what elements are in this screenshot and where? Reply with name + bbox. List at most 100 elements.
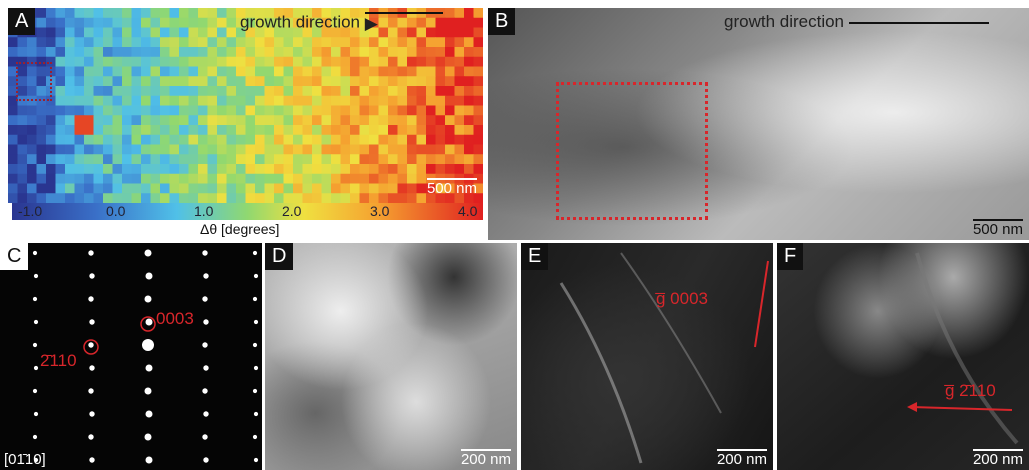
map-cell — [18, 37, 28, 47]
arrow — [849, 22, 989, 24]
map-cell — [208, 125, 218, 135]
map-cell — [84, 135, 94, 145]
map-cell — [56, 184, 66, 194]
map-cell — [398, 125, 408, 135]
map-cell — [84, 67, 94, 77]
diffraction-spot — [203, 365, 208, 370]
map-cell — [464, 86, 474, 96]
map-cell — [407, 106, 417, 116]
map-cell — [46, 28, 56, 38]
map-cell — [103, 57, 113, 67]
map-cell — [179, 154, 189, 164]
map-cell — [246, 57, 256, 67]
map-cell — [322, 57, 332, 67]
map-cell — [474, 8, 484, 18]
map-cell — [360, 76, 370, 86]
map-cell — [189, 193, 199, 203]
colorbar-tick: -1.0 — [18, 203, 42, 219]
map-cell — [75, 106, 85, 116]
map-cell — [417, 125, 427, 135]
map-cell — [360, 47, 370, 57]
map-cell — [417, 184, 427, 194]
map-cell — [246, 184, 256, 194]
map-cell — [189, 174, 199, 184]
map-cell — [75, 47, 85, 57]
map-cell — [236, 37, 246, 47]
map-cell — [75, 86, 85, 96]
map-cell — [94, 67, 104, 77]
map-cell — [417, 106, 427, 116]
map-cell — [84, 8, 94, 18]
map-cell — [151, 28, 161, 38]
map-cell — [56, 37, 66, 47]
map-cell — [417, 154, 427, 164]
map-cell — [474, 47, 484, 57]
map-cell — [369, 135, 379, 145]
panel-e: E g̅ 0003 200 nm — [521, 243, 773, 470]
map-cell — [388, 106, 398, 116]
map-cell — [8, 164, 18, 174]
map-cell — [265, 115, 275, 125]
diffraction-spot — [253, 297, 257, 301]
caption: growth direction ▶ — [240, 12, 443, 34]
map-cell — [227, 145, 237, 155]
map-cell — [170, 47, 180, 57]
map-cell — [464, 28, 474, 38]
map-cell — [265, 67, 275, 77]
map-cell — [208, 135, 218, 145]
index-label: 0003 — [156, 309, 194, 329]
map-cell — [132, 115, 142, 125]
map-cell — [426, 164, 436, 174]
map-cell — [331, 145, 341, 155]
map-cell — [132, 67, 142, 77]
map-cell — [360, 57, 370, 67]
map-cell — [122, 67, 132, 77]
panel-a: A growth direction ▶ 500 nm — [8, 8, 483, 203]
map-cell — [113, 184, 123, 194]
map-cell — [160, 125, 170, 135]
map-cell — [350, 154, 360, 164]
map-cell — [293, 154, 303, 164]
map-cell — [379, 86, 389, 96]
diffraction-spot — [253, 343, 257, 347]
map-cell — [217, 164, 227, 174]
map-cell — [27, 106, 37, 116]
map-cell — [388, 67, 398, 77]
colorbar-tick: 1.0 — [194, 203, 213, 219]
map-cell — [388, 184, 398, 194]
map-cell — [170, 28, 180, 38]
map-cell — [227, 184, 237, 194]
map-cell — [445, 86, 455, 96]
map-cell — [141, 154, 151, 164]
map-cell — [293, 37, 303, 47]
map-cell — [293, 145, 303, 155]
map-cell — [341, 193, 351, 203]
scale-bar: 500 nm — [973, 219, 1023, 238]
map-cell — [379, 145, 389, 155]
map-cell — [312, 164, 322, 174]
map-cell — [464, 145, 474, 155]
map-cell — [426, 57, 436, 67]
map-cell — [341, 135, 351, 145]
map-cell — [18, 174, 28, 184]
map-cell — [65, 115, 75, 125]
map-cell — [322, 115, 332, 125]
map-cell — [46, 174, 56, 184]
map-cell — [37, 37, 47, 47]
map-cell — [350, 125, 360, 135]
map-cell — [436, 76, 446, 86]
map-cell — [464, 67, 474, 77]
map-cell — [388, 57, 398, 67]
map-cell — [246, 154, 256, 164]
map-cell — [369, 57, 379, 67]
map-cell — [350, 193, 360, 203]
map-cell — [464, 154, 474, 164]
map-cell — [303, 106, 313, 116]
panel-label: C — [0, 243, 28, 270]
map-cell — [8, 125, 18, 135]
map-cell — [293, 135, 303, 145]
panel-label: B — [488, 8, 515, 35]
map-cell — [75, 164, 85, 174]
map-cell — [312, 106, 322, 116]
g-vector — [755, 261, 768, 347]
